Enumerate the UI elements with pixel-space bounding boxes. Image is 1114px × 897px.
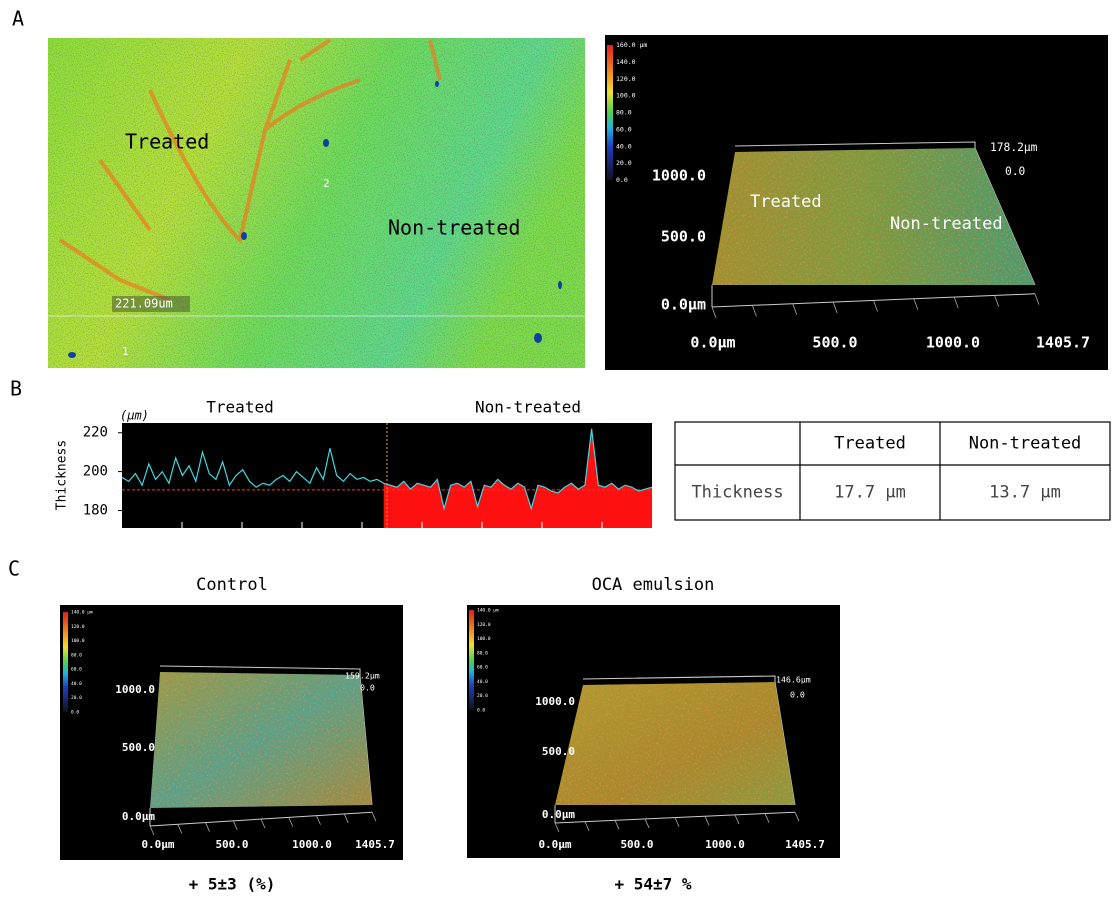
z-zero-label: 0.0 xyxy=(790,690,805,700)
table-cell: Thickness xyxy=(691,483,783,503)
y-tick-label: 180 xyxy=(83,503,108,519)
colorbar-label: 140.0 µm xyxy=(71,610,93,616)
y-axis-label: Thickness xyxy=(55,440,70,510)
colorbar-label: 60.0 xyxy=(477,665,488,671)
table-header: Non-treated xyxy=(969,434,1082,454)
result-label: + 54±7 % xyxy=(614,875,691,894)
z-zero-label: 0.0 xyxy=(1005,165,1026,178)
result-label: + 5±3 (%) xyxy=(189,875,276,894)
map-label: Treated xyxy=(125,130,209,154)
plot-title: OCA emulsion xyxy=(592,575,715,595)
colorbar-label: 80.0 xyxy=(477,650,488,656)
x-axis-label: 1405.7 xyxy=(1036,334,1090,352)
colorbar-label: 120.0 xyxy=(71,624,85,630)
colorbar-label: 100.0 xyxy=(71,638,85,644)
x-axis-label: 500.0 xyxy=(812,334,857,352)
height-map xyxy=(48,38,585,368)
z-zero-label: 0.0 xyxy=(360,683,375,693)
colorbar-label: 60.0 xyxy=(616,125,632,133)
table-cell: 17.7 µm xyxy=(834,483,906,503)
y-axis-label: 0.0µm xyxy=(122,810,155,823)
colorbar-label: 0.0 xyxy=(616,176,628,184)
colorbar-label: 0.0 xyxy=(477,708,485,714)
region-title: Non-treated xyxy=(475,398,581,417)
z-max-label: 178.2µm xyxy=(990,141,1038,154)
colorbar-label: 0.0 xyxy=(71,710,79,716)
colorbar-label: 40.0 xyxy=(477,679,488,685)
colorbar xyxy=(63,612,68,712)
panel-letter: A xyxy=(12,7,24,31)
plot-title: Control xyxy=(196,575,268,595)
scale-label: 221.09um xyxy=(115,297,173,311)
surface-texture xyxy=(150,672,372,808)
z-max-label: 146.6µm xyxy=(776,675,811,685)
x-axis-label: 1405.7 xyxy=(355,838,395,851)
panel-letter: C xyxy=(8,557,20,581)
colorbar-label: 100.0 xyxy=(477,636,491,642)
marker-label: 1 xyxy=(122,345,129,358)
x-axis-label: 1000.0 xyxy=(292,838,332,851)
y-axis-label: 500.0 xyxy=(661,228,706,246)
y-axis-label: 500.0 xyxy=(542,745,575,758)
colorbar xyxy=(469,610,474,710)
surface-region-label: Treated xyxy=(750,192,822,212)
colorbar-label: 100.0 xyxy=(616,92,636,100)
colorbar-label: 120.0 xyxy=(616,75,636,83)
surface-region-label: Non-treated xyxy=(890,214,1003,234)
colorbar-label: 140.0 µm xyxy=(477,608,499,614)
colorbar-label: 20.0 xyxy=(477,693,488,699)
y-tick-label: 200 xyxy=(83,464,108,480)
y-axis-label: 1000.0 xyxy=(652,167,706,185)
z-max-label: 159.2µm xyxy=(345,671,380,681)
colorbar xyxy=(607,45,613,180)
x-axis-label: 0.0µm xyxy=(690,334,735,352)
y-axis-label: 0.0µm xyxy=(661,296,706,314)
colorbar-label: 160.0 µm xyxy=(616,41,647,49)
x-axis-label: 0.0µm xyxy=(538,838,571,851)
x-axis-label: 1405.7 xyxy=(785,838,825,851)
colorbar-label: 40.0 xyxy=(71,681,82,687)
surface-texture xyxy=(555,682,795,805)
colorbar-label: 40.0 xyxy=(616,142,632,150)
colorbar-label: 140.0 xyxy=(616,58,636,66)
y-axis-label: 0.0µm xyxy=(542,808,575,821)
colorbar-label: 60.0 xyxy=(71,667,82,673)
y-axis-label: 1000.0 xyxy=(535,695,575,708)
table-cell: 13.7 µm xyxy=(989,483,1061,503)
unit-label: (µm) xyxy=(120,409,149,423)
colorbar-label: 20.0 xyxy=(71,695,82,701)
marker-label: 2 xyxy=(323,177,330,190)
panel-letter: B xyxy=(10,377,22,401)
colorbar-label: 20.0 xyxy=(616,159,632,167)
colorbar-label: 80.0 xyxy=(616,109,632,117)
x-axis-label: 1000.0 xyxy=(705,838,745,851)
x-axis-label: 0.0µm xyxy=(141,838,174,851)
y-tick-label: 220 xyxy=(83,425,108,441)
y-axis-label: 500.0 xyxy=(122,741,155,754)
y-axis-label: 1000.0 xyxy=(115,683,155,696)
figure: A B C Treated Non-treated 221.09um 1 2 160.0 µm 1… xyxy=(0,0,1114,897)
region-title: Treated xyxy=(206,398,273,417)
x-axis-label: 1000.0 xyxy=(926,334,980,352)
table-header: Treated xyxy=(834,434,906,454)
colorbar-label: 120.0 xyxy=(477,622,491,628)
map-label: Non-treated xyxy=(388,216,520,240)
x-axis-label: 500.0 xyxy=(215,838,248,851)
x-axis-label: 500.0 xyxy=(620,838,653,851)
colorbar-label: 80.0 xyxy=(71,652,82,658)
